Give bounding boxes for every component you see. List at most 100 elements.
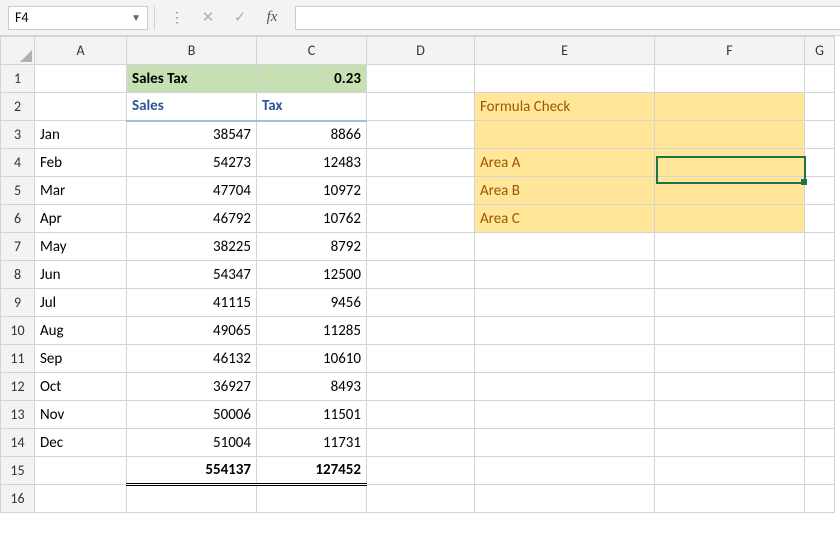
cell-F14[interactable]	[655, 429, 805, 457]
col-header-G[interactable]: G	[805, 37, 835, 65]
cell-D2[interactable]	[367, 93, 475, 121]
cell-F5[interactable]	[655, 177, 805, 205]
cell-C3[interactable]: 8866	[257, 121, 367, 149]
col-header-C[interactable]: C	[257, 37, 367, 65]
cell-F2[interactable]	[655, 93, 805, 121]
cell-D15[interactable]	[367, 457, 475, 485]
cell-D10[interactable]	[367, 317, 475, 345]
cell-G5[interactable]	[805, 177, 835, 205]
cell-C4[interactable]: 12483	[257, 149, 367, 177]
cell-A15[interactable]	[35, 457, 127, 485]
cell-A2[interactable]	[35, 93, 127, 121]
cell-B10[interactable]: 49065	[127, 317, 257, 345]
row-header-7[interactable]: 7	[1, 233, 35, 261]
cell-B5[interactable]: 47704	[127, 177, 257, 205]
cell-B16[interactable]	[127, 485, 257, 513]
cell-C11[interactable]: 10610	[257, 345, 367, 373]
cell-G16[interactable]	[805, 485, 835, 513]
expand-dots-icon[interactable]: ⋮	[166, 9, 189, 26]
cell-E4[interactable]: Area A	[475, 149, 655, 177]
cell-B8[interactable]: 54347	[127, 261, 257, 289]
cell-D16[interactable]	[367, 485, 475, 513]
cell-G11[interactable]	[805, 345, 835, 373]
cell-B9[interactable]: 41115	[127, 289, 257, 317]
cell-D6[interactable]	[367, 205, 475, 233]
spreadsheet-grid[interactable]: A B C D E F G 1 Sales Tax 0.23 2 Sales T…	[0, 36, 835, 513]
row-header-2[interactable]: 2	[1, 93, 35, 121]
cell-E2[interactable]: Formula Check	[475, 93, 655, 121]
cell-E3[interactable]	[475, 121, 655, 149]
cell-D11[interactable]	[367, 345, 475, 373]
col-header-F[interactable]: F	[655, 37, 805, 65]
name-box-dropdown-icon[interactable]: ▼	[131, 11, 141, 24]
cell-A12[interactable]: Oct	[35, 373, 127, 401]
cell-E6[interactable]: Area C	[475, 205, 655, 233]
cell-B14[interactable]: 51004	[127, 429, 257, 457]
cell-C6[interactable]: 10762	[257, 205, 367, 233]
cell-D5[interactable]	[367, 177, 475, 205]
cell-F7[interactable]	[655, 233, 805, 261]
fx-icon[interactable]: fx	[259, 6, 285, 30]
cell-A7[interactable]: May	[35, 233, 127, 261]
col-header-A[interactable]: A	[35, 37, 127, 65]
cell-F15[interactable]	[655, 457, 805, 485]
cell-E12[interactable]	[475, 373, 655, 401]
cell-D14[interactable]	[367, 429, 475, 457]
cell-F3[interactable]	[655, 121, 805, 149]
cell-A6[interactable]: Apr	[35, 205, 127, 233]
cell-B11[interactable]: 46132	[127, 345, 257, 373]
cell-E9[interactable]	[475, 289, 655, 317]
cell-C7[interactable]: 8792	[257, 233, 367, 261]
cell-E16[interactable]	[475, 485, 655, 513]
cell-C13[interactable]: 11501	[257, 401, 367, 429]
select-all-corner[interactable]	[1, 37, 35, 65]
cell-B12[interactable]: 36927	[127, 373, 257, 401]
cell-D12[interactable]	[367, 373, 475, 401]
cell-F8[interactable]	[655, 261, 805, 289]
cell-C15[interactable]: 127452	[257, 457, 367, 485]
cell-F4[interactable]	[655, 149, 805, 177]
cell-B7[interactable]: 38225	[127, 233, 257, 261]
cell-B2[interactable]: Sales	[127, 93, 257, 121]
cell-A16[interactable]	[35, 485, 127, 513]
cell-A10[interactable]: Aug	[35, 317, 127, 345]
cell-C9[interactable]: 9456	[257, 289, 367, 317]
cell-D7[interactable]	[367, 233, 475, 261]
cell-B15[interactable]: 554137	[127, 457, 257, 485]
cell-F11[interactable]	[655, 345, 805, 373]
row-header-9[interactable]: 9	[1, 289, 35, 317]
row-header-1[interactable]: 1	[1, 65, 35, 93]
row-header-4[interactable]: 4	[1, 149, 35, 177]
cell-C5[interactable]: 10972	[257, 177, 367, 205]
cell-E14[interactable]	[475, 429, 655, 457]
cell-D3[interactable]	[367, 121, 475, 149]
cell-G10[interactable]	[805, 317, 835, 345]
row-header-13[interactable]: 13	[1, 401, 35, 429]
cell-A13[interactable]: Nov	[35, 401, 127, 429]
col-header-E[interactable]: E	[475, 37, 655, 65]
cell-G8[interactable]	[805, 261, 835, 289]
cell-D13[interactable]	[367, 401, 475, 429]
row-header-11[interactable]: 11	[1, 345, 35, 373]
cell-D4[interactable]	[367, 149, 475, 177]
cell-E13[interactable]	[475, 401, 655, 429]
row-header-12[interactable]: 12	[1, 373, 35, 401]
cell-G3[interactable]	[805, 121, 835, 149]
cell-E8[interactable]	[475, 261, 655, 289]
cell-C2[interactable]: Tax	[257, 93, 367, 121]
cell-B6[interactable]: 46792	[127, 205, 257, 233]
row-header-16[interactable]: 16	[1, 485, 35, 513]
cell-C8[interactable]: 12500	[257, 261, 367, 289]
cell-F10[interactable]	[655, 317, 805, 345]
cell-F6[interactable]	[655, 205, 805, 233]
row-header-3[interactable]: 3	[1, 121, 35, 149]
cell-B3[interactable]: 38547	[127, 121, 257, 149]
cell-A14[interactable]: Dec	[35, 429, 127, 457]
cell-E10[interactable]	[475, 317, 655, 345]
row-header-8[interactable]: 8	[1, 261, 35, 289]
cell-G15[interactable]	[805, 457, 835, 485]
cell-F13[interactable]	[655, 401, 805, 429]
cell-A4[interactable]: Feb	[35, 149, 127, 177]
cell-G7[interactable]	[805, 233, 835, 261]
col-header-D[interactable]: D	[367, 37, 475, 65]
